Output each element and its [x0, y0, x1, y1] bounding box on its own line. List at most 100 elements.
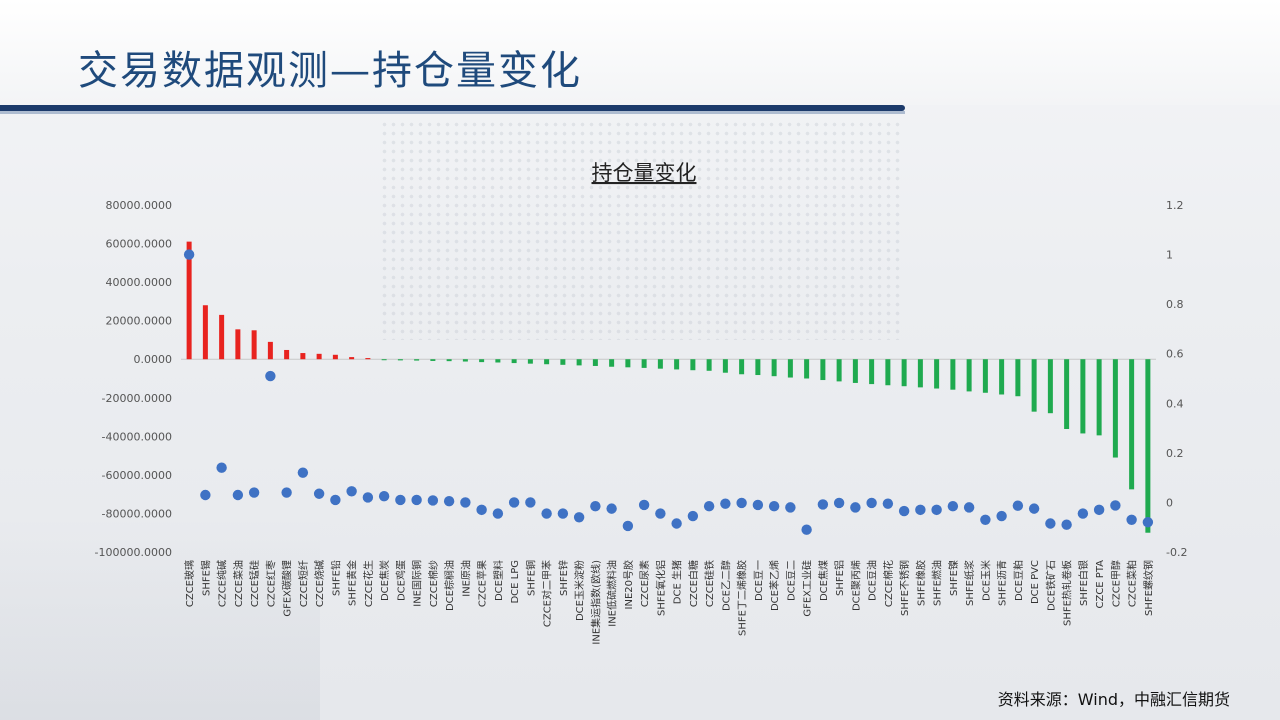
bar [739, 359, 745, 375]
bar [641, 359, 647, 368]
bar [755, 359, 761, 376]
bar [820, 359, 826, 381]
marker-point [281, 487, 292, 498]
x-tick-label: SHFE丁二烯橡胶 [736, 560, 749, 636]
x-tick-label: DCE豆粕 [1012, 560, 1025, 601]
y-tick-label: -80000.0000 [102, 507, 172, 520]
marker-point [882, 498, 894, 509]
bar [462, 359, 468, 362]
marker-point [1012, 500, 1024, 511]
x-tick-label: CZCE尿素 [638, 560, 651, 607]
marker-point [541, 508, 552, 519]
bar [576, 359, 582, 366]
y2-tick-label: 1.2 [1166, 199, 1184, 212]
y-tick-label: -20000.0000 [102, 392, 172, 405]
y-tick-label: -60000.0000 [102, 469, 172, 482]
bar [235, 329, 241, 360]
marker-point [915, 504, 926, 516]
y2-tick-label: 1 [1166, 249, 1173, 262]
x-tick-label: DCE鸡蛋 [394, 560, 407, 601]
bar [950, 359, 956, 390]
bar [1080, 359, 1086, 434]
x-tick-label: DCE乙二醇 [719, 560, 732, 611]
x-tick-label: DCE豆油 [866, 560, 879, 601]
marker-point [476, 504, 487, 516]
bar [495, 359, 501, 363]
marker-point [898, 505, 910, 517]
background-world-map-dots [380, 120, 900, 340]
x-tick-label: GFEX工业硅 [801, 560, 814, 617]
y-tick-label: 20000.0000 [106, 315, 172, 328]
marker-point [1028, 503, 1040, 514]
bar [267, 341, 273, 360]
x-tick-label: CZCE烧碱 [313, 560, 326, 607]
source-note: 资料来源：Wind，中融汇信期货 [997, 690, 1230, 709]
bar [674, 359, 680, 370]
x-tick-label: DCE焦炭 [378, 560, 391, 601]
x-tick-label: CZCE锰硅 [248, 560, 261, 607]
bar [202, 305, 208, 360]
open-interest-chart: 持仓量变化 80000.0000 60000.0000 40000.0000 2000… [95, 161, 1188, 645]
slide-title: 交易数据观测—持仓量变化 [78, 48, 582, 94]
marker-point [736, 497, 747, 509]
marker-point [395, 494, 406, 506]
marker-point [931, 504, 942, 516]
marker-point [378, 491, 390, 502]
y2-tick-label: 0.2 [1166, 447, 1184, 460]
bar [804, 359, 810, 379]
bar [1031, 359, 1037, 412]
y-tick-label: 80000.0000 [106, 199, 172, 212]
x-tick-label: SHFE白银 [1077, 560, 1090, 606]
marker-point [638, 499, 650, 511]
bar [414, 359, 420, 361]
x-tick-label: SHFE锡 [199, 560, 212, 596]
x-tick-label: CZCE白糖 [687, 560, 700, 607]
y-tick-label: 60000.0000 [106, 238, 172, 251]
x-tick-label: INE国际铜 [412, 560, 424, 607]
x-tick-label: CZCE红枣 [264, 560, 277, 607]
y2-tick-label: 0 [1166, 496, 1173, 509]
marker-point [1142, 517, 1154, 528]
x-tick-label: DCE豆一 [753, 560, 765, 601]
bar [479, 359, 485, 363]
x-tick-label: DCE焦煤 [817, 560, 830, 601]
x-tick-label: CZCE菜粕 [1126, 560, 1139, 607]
marker-point [200, 489, 211, 501]
bar [869, 359, 875, 385]
marker-point [850, 502, 861, 513]
x-tick-label: CZCE玻璃 [183, 560, 196, 607]
bar [544, 359, 550, 365]
marker-point [216, 462, 227, 473]
bar [284, 349, 290, 360]
bar [430, 359, 436, 361]
x-tick-label: CZCE棉纱 [427, 560, 440, 607]
bar [1064, 359, 1070, 430]
bar [934, 359, 940, 389]
y-axis-left: 80000.0000 60000.0000 40000.0000 20000.0000… [95, 199, 172, 559]
marker-point [833, 497, 845, 509]
bar [592, 359, 598, 366]
marker-point [1045, 518, 1056, 529]
marker-point [460, 497, 471, 508]
x-tick-label: SHFE热轧卷板 [1061, 560, 1074, 626]
y-tick-label: -40000.0000 [102, 430, 172, 443]
marker-point [492, 508, 504, 519]
bar [836, 359, 842, 382]
bar [1047, 359, 1053, 414]
bar [609, 359, 615, 367]
bar [1129, 359, 1135, 490]
marker-point [346, 486, 357, 497]
bar [1145, 359, 1151, 533]
bar [885, 359, 891, 386]
x-tick-label: CZCE对二甲苯 [541, 560, 554, 627]
x-tick-label: CZCE甲醇 [1109, 560, 1122, 607]
bar [722, 359, 728, 373]
bar [251, 330, 257, 360]
marker-point [980, 514, 991, 525]
bar [1015, 359, 1021, 397]
marker-point [963, 502, 975, 513]
y-tick-label: 0.0000 [134, 353, 173, 366]
y2-tick-label: 0.8 [1166, 298, 1184, 311]
marker-point [313, 488, 325, 499]
y2-tick-label: 0.4 [1166, 397, 1184, 410]
